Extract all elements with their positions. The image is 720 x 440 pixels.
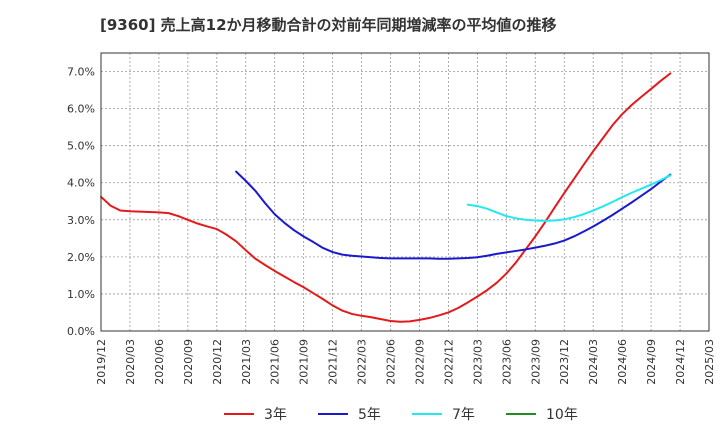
x-tick-label: 2023/03 (471, 339, 484, 385)
x-tick-label: 2020/12 (211, 339, 224, 385)
x-tick-label: 2021/03 (240, 339, 253, 385)
x-tick-label: 2023/09 (529, 339, 542, 385)
series-lines (100, 72, 672, 323)
x-tick-label: 2023/12 (558, 339, 571, 385)
x-tick-label: 2020/03 (124, 339, 137, 385)
x-tick-label: 2024/12 (674, 339, 687, 385)
y-tick-label: 2.0% (67, 251, 95, 264)
x-tick-label: 2022/06 (385, 339, 398, 385)
x-tick-label: 2020/09 (182, 339, 195, 385)
y-tick-label: 6.0% (67, 103, 95, 116)
y-tick-label: 1.0% (67, 288, 95, 301)
series-line-2 (466, 174, 672, 222)
y-tick-label: 4.0% (67, 177, 95, 190)
y-tick-label: 5.0% (67, 140, 95, 153)
x-tick-label: 2024/03 (587, 339, 600, 385)
x-tick-label: 2022/12 (442, 339, 455, 385)
series-line-0 (100, 72, 672, 323)
x-tick-label: 2019/12 (95, 339, 108, 385)
x-tick-label: 2025/03 (703, 339, 716, 385)
y-tick-label: 7.0% (67, 66, 95, 79)
x-tick-label: 2021/06 (269, 339, 282, 385)
legend: 3年 5年 7年 10年 (224, 407, 578, 423)
x-tick-label: 2023/06 (500, 339, 513, 385)
plot-border (100, 52, 710, 332)
chart-title: [9360] 売上高12か月移動合計の対前年同期増減率の平均値の推移 (100, 16, 557, 34)
x-tick-label: 2024/06 (616, 339, 629, 385)
legend-label-3: 10年 (546, 407, 578, 423)
x-tick-label: 2024/09 (645, 339, 658, 385)
legend-label-0: 3年 (264, 407, 287, 423)
legend-label-1: 5年 (358, 407, 381, 423)
x-tick-label: 2021/12 (327, 339, 340, 385)
y-axis-ticks: 0.0% 1.0% 2.0% 3.0% 4.0% 5.0% 6.0% 7.0% (67, 66, 95, 338)
legend-label-2: 7年 (452, 407, 475, 423)
x-tick-label: 2022/09 (413, 339, 426, 385)
x-axis-ticks: 2019/12 2020/03 2020/06 2020/09 2020/12 2021/… (95, 339, 716, 385)
x-tick-label: 2022/03 (356, 339, 369, 385)
x-tick-label: 2020/06 (153, 339, 166, 385)
plot-area (101, 53, 709, 331)
y-tick-label: 0.0% (67, 325, 95, 338)
y-tick-label: 3.0% (67, 214, 95, 227)
x-tick-label: 2021/09 (298, 339, 311, 385)
series-line-1 (235, 170, 672, 260)
